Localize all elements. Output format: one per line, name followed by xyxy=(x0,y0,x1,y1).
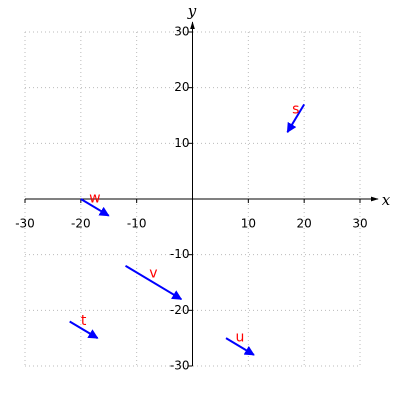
y-axis-label: y xyxy=(187,2,197,20)
vector-label: s xyxy=(292,101,299,117)
x-tick-label: 20 xyxy=(297,217,312,231)
y-tick-label: 10 xyxy=(174,136,189,150)
x-tick-label: 30 xyxy=(352,217,367,231)
x-tick-label: 10 xyxy=(241,217,256,231)
vector-label: v xyxy=(149,266,157,282)
vector-label: t xyxy=(81,313,87,329)
x-tick-label: -30 xyxy=(15,217,35,231)
y-tick-label: -10 xyxy=(170,247,190,261)
x-axis-label: x xyxy=(382,191,391,209)
vector-arrow xyxy=(124,264,183,301)
y-tick-label: 20 xyxy=(174,80,189,94)
y-tick-label: -30 xyxy=(170,359,190,373)
x-tick-label: -20 xyxy=(71,217,91,231)
y-tick-label: -20 xyxy=(170,303,190,317)
y-tick-label: 30 xyxy=(174,25,189,39)
x-tick-label: -10 xyxy=(127,217,147,231)
vector-arrow xyxy=(225,337,255,356)
vector-label: u xyxy=(236,330,245,346)
vector-arrow xyxy=(69,320,99,340)
vector-arrow xyxy=(80,198,110,217)
vector-arrow xyxy=(286,103,306,134)
vector-label: w xyxy=(89,190,100,206)
